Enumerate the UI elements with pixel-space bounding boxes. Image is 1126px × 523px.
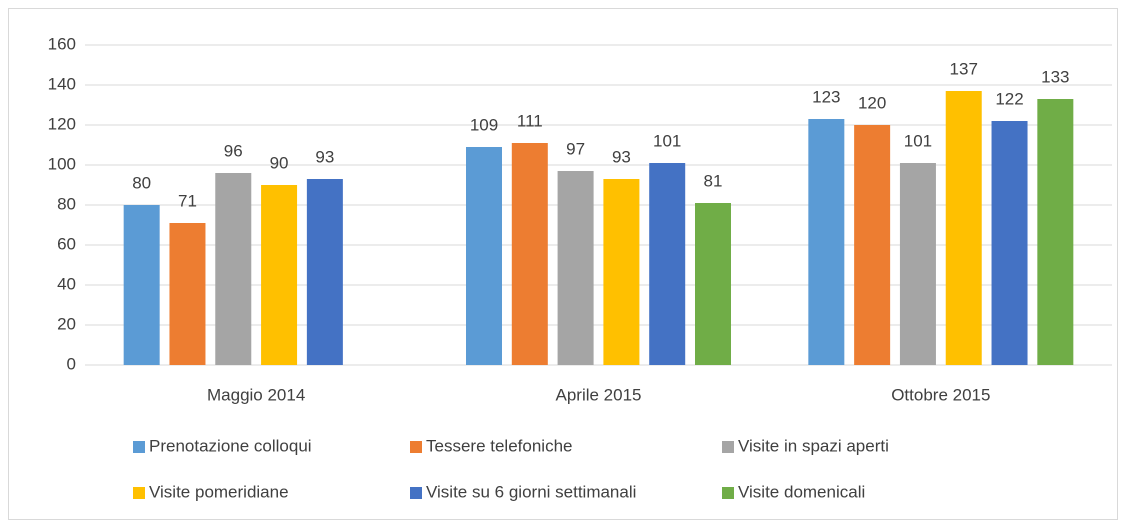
bar — [899, 163, 936, 365]
legend-label: Visite pomeridiane — [149, 482, 289, 501]
legend-label: Visite su 6 giorni settimanali — [426, 482, 636, 501]
data-label: 101 — [653, 131, 681, 150]
data-label: 81 — [704, 171, 723, 190]
data-label: 71 — [178, 191, 197, 210]
bar — [603, 179, 640, 365]
y-tick-label: 80 — [57, 194, 76, 213]
bar — [854, 125, 891, 365]
bar — [649, 163, 686, 365]
bar — [1037, 99, 1074, 365]
bar — [466, 147, 502, 365]
legend-swatch — [722, 441, 734, 453]
legend-label: Tessere telefoniche — [426, 436, 572, 455]
legend-swatch — [410, 487, 422, 499]
y-tick-label: 0 — [67, 354, 76, 373]
bar — [511, 143, 548, 365]
bar — [215, 173, 252, 365]
legend-swatch — [133, 487, 145, 499]
data-label: 90 — [270, 153, 289, 172]
bar — [169, 223, 206, 365]
y-tick-label: 140 — [48, 74, 76, 93]
y-tick-label: 120 — [48, 114, 76, 133]
data-label: 96 — [224, 141, 243, 160]
y-tick-label: 60 — [57, 234, 76, 253]
y-tick-label: 100 — [48, 154, 76, 173]
data-label: 137 — [950, 59, 978, 78]
x-tick-label: Ottobre 2015 — [891, 385, 990, 404]
bar — [123, 205, 160, 365]
x-tick-label: Aprile 2015 — [555, 385, 641, 404]
data-label: 109 — [470, 115, 498, 134]
legend-swatch — [410, 441, 422, 453]
bar — [261, 185, 298, 365]
data-label: 120 — [858, 93, 886, 112]
legend-label: Visite domenicali — [738, 482, 865, 501]
bar — [306, 179, 343, 365]
bar — [557, 171, 594, 365]
data-label: 133 — [1041, 67, 1069, 86]
y-tick-label: 40 — [57, 274, 76, 293]
legend-swatch — [722, 487, 734, 499]
data-label: 97 — [566, 139, 585, 158]
bar — [945, 91, 982, 365]
data-label: 93 — [612, 147, 631, 166]
data-label: 123 — [812, 87, 840, 106]
data-label: 93 — [315, 147, 334, 166]
x-tick-label: Maggio 2014 — [207, 385, 305, 404]
data-label: 111 — [517, 111, 543, 130]
bar — [695, 203, 731, 365]
legend-label: Prenotazione colloqui — [149, 436, 312, 455]
data-label: 80 — [132, 173, 151, 192]
legend-label: Visite in spazi aperti — [738, 436, 889, 455]
data-label: 122 — [995, 89, 1023, 108]
legend-swatch — [133, 441, 145, 453]
bar — [991, 121, 1028, 365]
y-tick-label: 160 — [48, 34, 76, 53]
bar — [808, 119, 845, 365]
y-tick-label: 20 — [57, 314, 76, 333]
data-label: 101 — [904, 131, 932, 150]
